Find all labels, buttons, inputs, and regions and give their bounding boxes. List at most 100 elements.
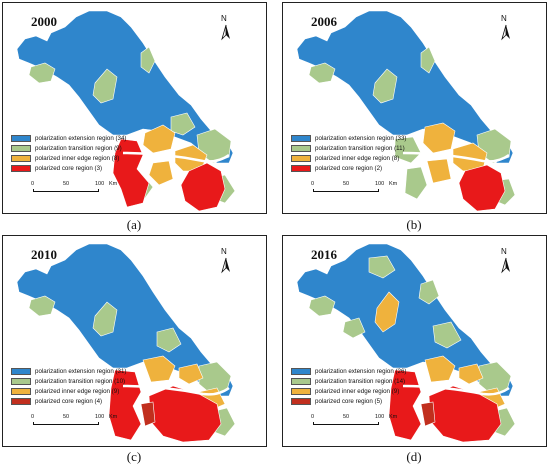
north-arrow: N (498, 14, 514, 41)
caption-d: (d) (406, 449, 422, 464)
map-panel-d: 2016 N polarization extension region (26… (282, 235, 547, 447)
year-label: 2000 (31, 14, 57, 29)
region-inner-edge (458, 363, 484, 385)
legend-swatch (291, 164, 311, 172)
legend-label: polarized core region (4) (35, 397, 103, 405)
legend-item: polarization transition region (10) (11, 376, 127, 386)
scale-tick-100: 100 (95, 181, 105, 187)
north-arrow-label: N (221, 247, 227, 256)
legend-label: polarized inner edge region (9) (315, 387, 400, 395)
region-core (108, 369, 142, 441)
legend-label: polarization transition region (11) (315, 144, 405, 152)
region-inner-edge (374, 291, 400, 333)
region-transition (372, 68, 398, 104)
north-arrow-icon (221, 257, 230, 274)
legend-item: polarization transition region (11) (291, 143, 407, 153)
legend-item: polarization extension region (31) (11, 366, 127, 376)
legend-label: polarization transition region (14) (315, 377, 406, 385)
legend-swatch (291, 134, 311, 142)
legend-swatch (291, 377, 311, 385)
river (122, 151, 230, 163)
region-transition (394, 136, 422, 164)
caption-b: (b) (406, 217, 422, 232)
region-inner-edge (142, 355, 176, 383)
legend-label: polarization transition region (9) (35, 144, 122, 152)
scale-line (313, 189, 379, 192)
region-transition (92, 301, 118, 337)
legend-label: polarized core region (5) (315, 397, 383, 405)
region-inner-edge (426, 158, 452, 184)
map-panel-b: 2006 N polarization extension region (33… (282, 2, 547, 214)
scale-tick-0: 0 (311, 414, 315, 420)
north-arrow-label: N (501, 247, 507, 256)
legend-label: polarization extension region (34) (35, 134, 127, 142)
region-transition (308, 62, 336, 84)
north-arrow-icon (501, 257, 510, 274)
legend-swatch (11, 377, 31, 385)
scale-unit: Km (109, 181, 118, 187)
legend-label: polarized core region (3) (35, 164, 103, 172)
scale-tick-0: 0 (311, 181, 315, 187)
legend-item: polarization extension region (34) (11, 133, 127, 143)
legend-label: polarized inner edge region (9) (35, 387, 120, 395)
north-arrow: N (498, 247, 514, 274)
scale-unit: Km (389, 181, 398, 187)
province-map (296, 10, 516, 212)
legend-swatch (11, 144, 31, 152)
legend-item: polarized core region (5) (291, 396, 407, 406)
scale-tick-50: 50 (63, 181, 70, 187)
legend-label: polarization extension region (31) (35, 367, 127, 375)
region-inner-edge (148, 160, 174, 186)
legend-label: polarization extension region (26) (315, 367, 407, 375)
region-inner-edge (178, 363, 204, 385)
legend-swatch (11, 164, 31, 172)
legend-item: polarized core region (4) (11, 396, 127, 406)
legend-swatch (291, 387, 311, 395)
legend-swatch (11, 397, 31, 405)
region-transition (308, 295, 336, 317)
year-label: 2006 (311, 14, 337, 29)
map-panel-a: 2000 N polarization extension region (34… (2, 2, 267, 214)
legend-item: polarized core region (2) (291, 163, 407, 173)
legend: polarization extension region (34) polar… (11, 133, 127, 173)
scale-line (33, 422, 99, 425)
north-arrow-label: N (221, 14, 227, 23)
region-core (388, 369, 422, 441)
legend: polarization extension region (33) polar… (291, 133, 407, 173)
region-inner-edge (422, 122, 456, 154)
map-panel-c: 2010 N polarization extension region (31… (2, 235, 267, 447)
legend-swatch (291, 144, 311, 152)
caption-c: (c) (126, 449, 142, 464)
scale-tick-50: 50 (63, 414, 70, 420)
legend-swatch (291, 397, 311, 405)
legend-swatch (11, 134, 31, 142)
region-core (180, 162, 226, 212)
legend-label: polarized inner edge region (8) (35, 154, 120, 162)
legend-swatch (291, 154, 311, 162)
scale-tick-0: 0 (31, 181, 35, 187)
region-inner-edge (142, 124, 176, 154)
legend: polarization extension region (26) polar… (291, 366, 407, 406)
region-transition (28, 62, 56, 84)
legend-item: polarized inner edge region (8) (11, 153, 127, 163)
caption-a: (a) (126, 217, 142, 232)
legend-swatch (11, 154, 31, 162)
scale-unit: Km (109, 414, 118, 420)
region-transition (156, 327, 182, 353)
north-arrow: N (218, 14, 234, 41)
river (402, 384, 510, 396)
province-map (16, 243, 236, 443)
legend-swatch (11, 387, 31, 395)
legend-item: polarized inner edge region (9) (11, 386, 127, 396)
region-core (140, 401, 156, 427)
region-transition (140, 46, 156, 74)
legend: polarization extension region (31) polar… (11, 366, 127, 406)
legend-item: polarization transition region (14) (291, 376, 407, 386)
legend-item: polarization transition region (9) (11, 143, 127, 153)
region-transition (368, 255, 396, 279)
region-core (458, 164, 506, 212)
year-label: 2016 (311, 247, 337, 262)
north-arrow: N (218, 247, 234, 274)
scale-tick-100: 100 (375, 181, 385, 187)
legend-item: polarized inner edge region (8) (291, 153, 407, 163)
